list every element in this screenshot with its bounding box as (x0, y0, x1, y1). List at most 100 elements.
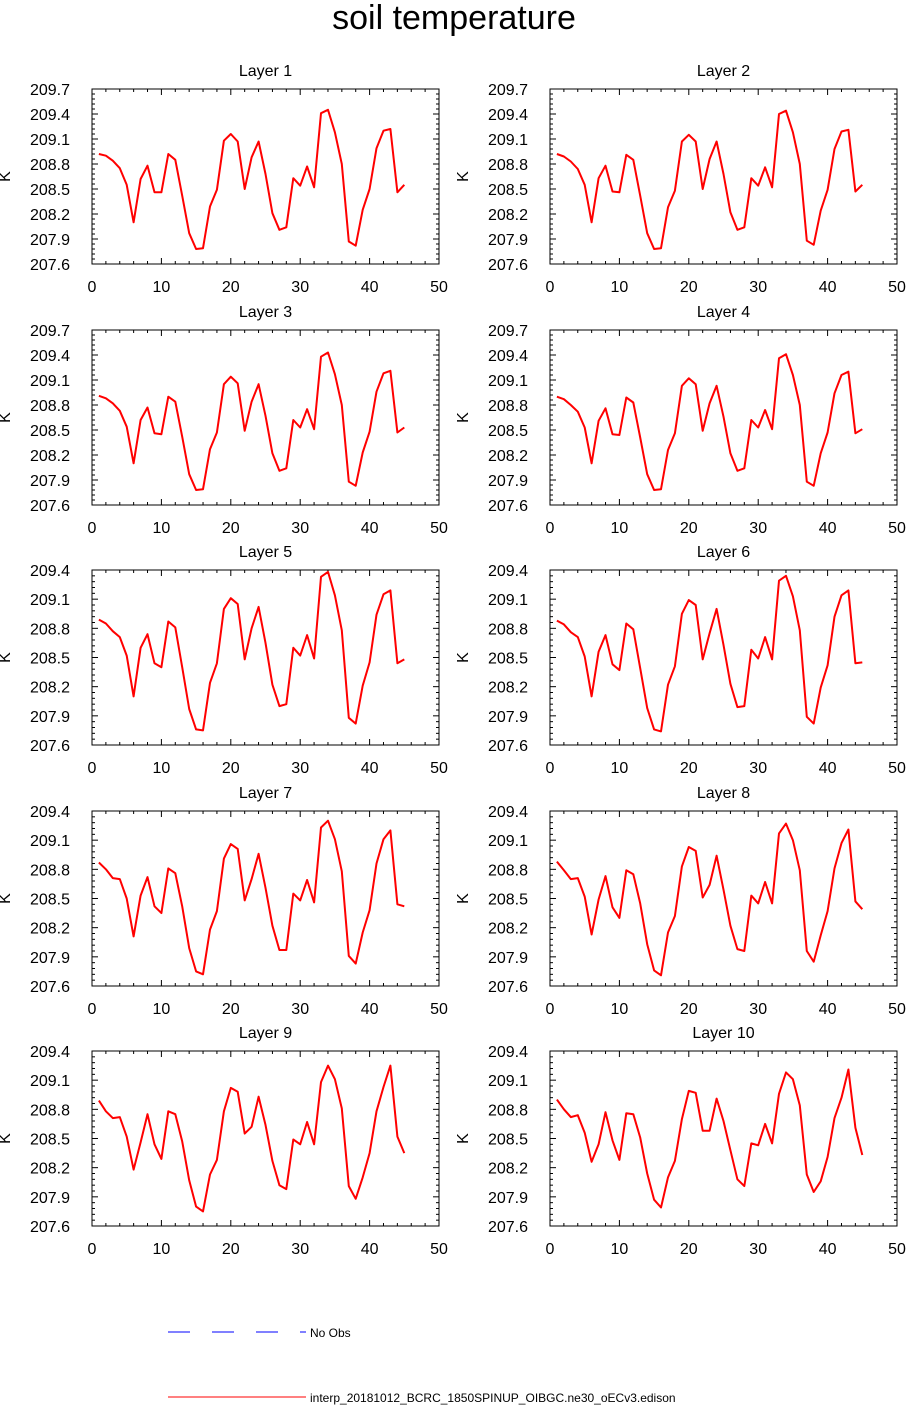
y-tick-label: 209.1 (488, 373, 528, 390)
y-tick-label: 209.4 (30, 107, 70, 124)
x-tick-label: 0 (88, 1001, 97, 1018)
y-tick-label: 208.2 (488, 1161, 528, 1178)
y-tick-label: 207.9 (30, 473, 70, 490)
y-tick-label: 209.1 (488, 833, 528, 850)
panel-title: Layer 4 (697, 304, 750, 321)
x-tick-label: 50 (430, 1241, 448, 1258)
y-tick-label: 209.4 (30, 348, 70, 365)
y-tick-label: 208.5 (488, 651, 528, 668)
y-tick-label: 207.9 (30, 950, 70, 967)
x-tick-label: 50 (888, 520, 906, 537)
y-tick-label: 207.9 (30, 232, 70, 249)
y-tick-label: 208.2 (488, 448, 528, 465)
y-tick-label: 209.1 (30, 373, 70, 390)
x-tick-label: 50 (430, 1001, 448, 1018)
y-tick-label: 207.9 (30, 709, 70, 726)
y-tick-label: 208.8 (488, 157, 528, 174)
y-tick-label: 207.6 (30, 979, 70, 996)
x-tick-label: 50 (430, 520, 448, 537)
y-tick-label: 208.2 (30, 1161, 70, 1178)
x-tick-label: 10 (153, 1001, 171, 1018)
y-tick-label: 208.5 (30, 423, 70, 440)
x-tick-label: 40 (361, 1001, 379, 1018)
y-tick-label: 209.1 (30, 592, 70, 609)
plot-frame (91, 569, 440, 746)
x-tick-label: 20 (222, 520, 240, 537)
x-tick-label: 10 (611, 1241, 629, 1258)
y-tick-label: 208.8 (30, 157, 70, 174)
y-tick-label: 207.9 (488, 1190, 528, 1207)
y-tick-label: 207.9 (488, 232, 528, 249)
x-tick-label: 0 (546, 279, 555, 296)
x-tick-label: 30 (291, 279, 309, 296)
y-tick-label: 208.8 (30, 1102, 70, 1119)
y-tick-label: 207.9 (488, 473, 528, 490)
panel-title: Layer 7 (239, 785, 292, 802)
plot-frame (549, 329, 898, 506)
x-tick-label: 20 (680, 760, 698, 777)
x-tick-label: 40 (819, 279, 837, 296)
y-tick-label: 207.6 (488, 738, 528, 755)
x-tick-label: 10 (153, 1241, 171, 1258)
series-line (98, 819, 405, 976)
x-tick-label: 30 (749, 760, 767, 777)
panel-title: Layer 8 (697, 785, 750, 802)
y-tick-label: 209.4 (30, 1044, 70, 1061)
x-tick-label: 20 (680, 279, 698, 296)
x-tick-label: 0 (546, 520, 555, 537)
x-tick-label: 40 (819, 760, 837, 777)
x-tick-label: 40 (361, 520, 379, 537)
x-tick-label: 50 (888, 279, 906, 296)
x-tick-label: 50 (430, 279, 448, 296)
x-tick-label: 40 (361, 1241, 379, 1258)
x-tick-label: 10 (611, 760, 629, 777)
y-tick-label: 209.7 (488, 82, 528, 99)
y-tick-label: 208.2 (488, 207, 528, 224)
y-tick-label: 209.4 (488, 1044, 528, 1061)
y-tick-label: 208.5 (488, 892, 528, 909)
y-tick-label: 208.2 (30, 448, 70, 465)
y-axis-label: K (0, 893, 14, 904)
y-tick-label: 208.8 (488, 398, 528, 415)
x-tick-label: 10 (611, 520, 629, 537)
x-tick-label: 30 (291, 520, 309, 537)
y-tick-label: 208.8 (30, 398, 70, 415)
series-line (98, 108, 406, 250)
x-tick-label: 50 (888, 760, 906, 777)
x-tick-label: 20 (680, 520, 698, 537)
x-tick-label: 30 (749, 1241, 767, 1258)
x-tick-label: 10 (611, 1001, 629, 1018)
x-tick-label: 20 (680, 1241, 698, 1258)
y-axis-label: K (0, 171, 14, 182)
x-tick-label: 0 (546, 1241, 555, 1258)
y-axis-label: K (0, 412, 14, 423)
x-tick-label: 50 (888, 1001, 906, 1018)
plot-frame (91, 329, 440, 506)
y-axis-label: K (455, 893, 472, 904)
y-tick-label: 208.5 (30, 182, 70, 199)
y-tick-label: 208.2 (488, 921, 528, 938)
plot-frame (549, 569, 898, 746)
y-tick-label: 208.5 (30, 892, 70, 909)
y-tick-label: 207.6 (30, 498, 70, 515)
x-tick-label: 30 (749, 279, 767, 296)
legend-obs-label: No Obs (310, 1326, 351, 1340)
x-tick-label: 30 (291, 760, 309, 777)
x-tick-label: 0 (88, 520, 97, 537)
y-tick-label: 208.5 (488, 423, 528, 440)
y-axis-label: K (455, 652, 472, 663)
y-tick-label: 209.1 (488, 1073, 528, 1090)
y-tick-label: 209.7 (30, 82, 70, 99)
y-tick-label: 207.6 (30, 738, 70, 755)
x-tick-label: 0 (88, 760, 97, 777)
x-tick-label: 0 (88, 279, 97, 296)
x-tick-label: 50 (430, 760, 448, 777)
y-tick-label: 207.6 (30, 257, 70, 274)
y-tick-label: 208.8 (488, 862, 528, 879)
y-tick-label: 209.1 (30, 833, 70, 850)
y-tick-label: 208.5 (30, 651, 70, 668)
y-tick-label: 209.1 (488, 592, 528, 609)
y-tick-label: 208.5 (488, 1132, 528, 1149)
x-tick-label: 40 (819, 1241, 837, 1258)
